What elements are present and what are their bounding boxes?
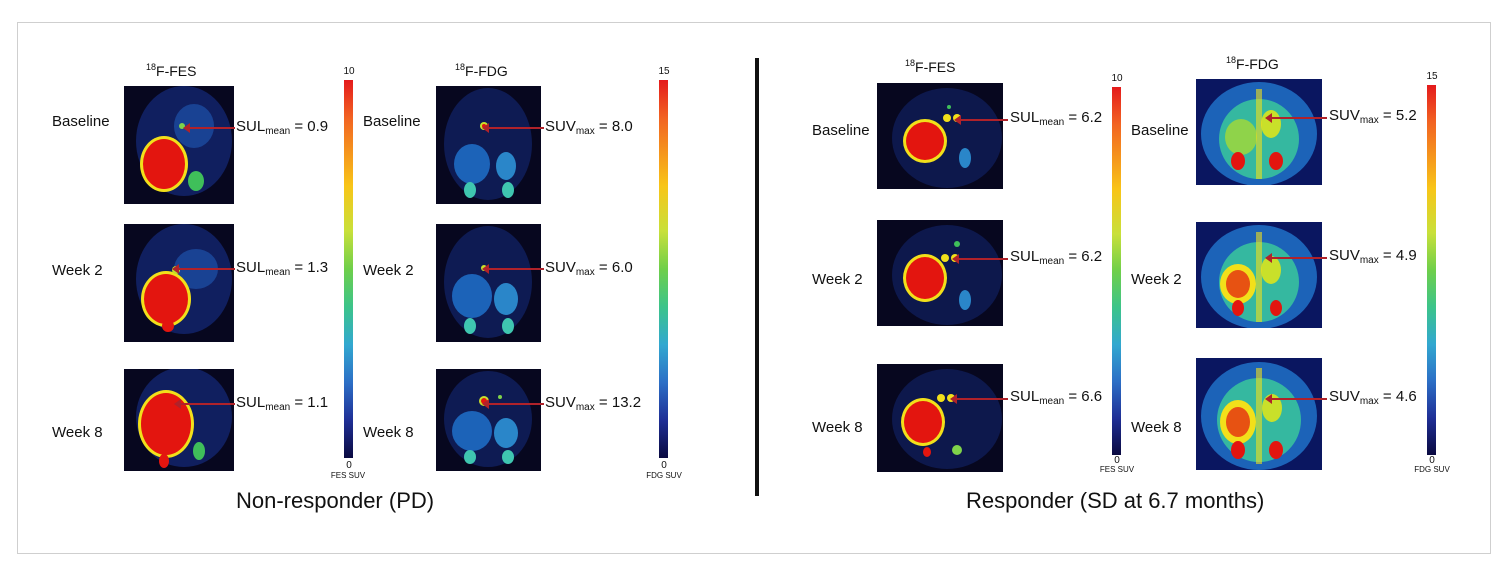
left-fes-week2-pet-image <box>124 224 234 342</box>
right-fdg-colorbar-max: 15 <box>1426 71 1438 82</box>
left-fdg-colorbar-unit: FDG SUV <box>646 471 682 480</box>
left-fdg-colorbar <box>659 80 668 458</box>
left-fdg-week2-measurement: SUVmax = 6.0 <box>545 259 633 278</box>
arrow <box>954 115 1008 125</box>
isotope-superscript: 18 <box>905 58 916 68</box>
left-fes-row-label-week2: Week 2 <box>52 262 103 279</box>
left-fdg-baseline-measurement: SUVmax = 8.0 <box>545 118 633 137</box>
right-fes-colorbar-max: 10 <box>1111 73 1123 84</box>
right-fes-week8-measurement: SULmean = 6.6 <box>1010 388 1103 407</box>
isotope-superscript: 18 <box>1226 55 1237 65</box>
tracer-name: F-FDG <box>465 63 508 79</box>
right-fdg-week2-pet-image <box>1196 222 1322 328</box>
right-fdg-row-label-week2: Week 2 <box>1131 271 1182 288</box>
arrow <box>174 399 235 409</box>
right-fes-baseline-measurement: SULmean = 6.2 <box>1010 109 1103 128</box>
right-fdg-colorbar <box>1427 85 1436 455</box>
right-fdg-row-label-week8: Week 8 <box>1131 419 1182 436</box>
right-fdg-colorbar-min: 0 <box>1429 455 1435 466</box>
arrow <box>950 394 1008 404</box>
left-fes-colorbar-max: 10 <box>343 66 355 77</box>
tracer-name: F-FES <box>915 59 956 75</box>
tracer-name: F-FES <box>156 63 197 79</box>
left-fdg-week8-measurement: SUVmax = 13.2 <box>545 394 642 413</box>
left-fes-week2-measurement: SULmean = 1.3 <box>236 259 329 278</box>
right-panel-caption: Responder (SD at 6.7 months) <box>966 488 1265 513</box>
right-fes-baseline-pet-image <box>877 83 1003 189</box>
arrow <box>482 264 544 274</box>
left-fes-colorbar-unit: FES SUV <box>330 471 366 480</box>
right-fes-header: 18F-FES <box>905 58 955 75</box>
isotope-superscript: 18 <box>455 62 466 72</box>
right-fes-week2-pet-image <box>877 220 1003 326</box>
right-fdg-row-label-baseline: Baseline <box>1131 122 1189 139</box>
left-fdg-colorbar-min: 0 <box>661 460 667 471</box>
right-fes-row-label-week8: Week 8 <box>812 419 863 436</box>
arrow <box>482 123 544 133</box>
right-fdg-baseline-pet-image <box>1196 79 1322 185</box>
panel-divider <box>755 58 759 496</box>
right-fes-week2-measurement: SULmean = 6.2 <box>1010 248 1103 267</box>
arrow <box>172 264 235 274</box>
arrow <box>1265 394 1327 404</box>
isotope-superscript: 18 <box>146 62 157 72</box>
left-fdg-baseline-pet-image <box>436 86 541 204</box>
left-fes-colorbar <box>344 80 353 458</box>
arrow <box>952 254 1008 264</box>
right-fes-colorbar-unit: FES SUV <box>1099 465 1135 474</box>
left-fes-row-label-baseline: Baseline <box>52 113 110 130</box>
right-fes-colorbar <box>1112 87 1121 455</box>
left-panel-caption: Non-responder (PD) <box>236 488 435 513</box>
left-fes-colorbar-min: 0 <box>346 460 352 471</box>
arrow <box>183 123 235 133</box>
left-fes-header: 18F-FES <box>146 62 196 79</box>
right-fdg-colorbar-unit: FDG SUV <box>1414 465 1450 474</box>
arrow <box>482 399 544 409</box>
arrow <box>1265 253 1327 263</box>
right-fdg-week2-measurement: SUVmax = 4.9 <box>1329 247 1417 266</box>
left-fdg-row-label-week2: Week 2 <box>363 262 414 279</box>
left-fdg-row-label-baseline: Baseline <box>363 113 421 130</box>
right-fes-week8-pet-image <box>877 364 1003 472</box>
right-fes-row-label-baseline: Baseline <box>812 122 870 139</box>
left-fes-week8-measurement: SULmean = 1.1 <box>236 394 329 413</box>
left-fes-baseline-pet-image <box>124 86 234 204</box>
right-fdg-header: 18F-FDG <box>1226 55 1279 72</box>
right-fdg-baseline-measurement: SUVmax = 5.2 <box>1329 107 1417 126</box>
left-fes-row-label-week8: Week 8 <box>52 424 103 441</box>
right-fdg-week8-measurement: SUVmax = 4.6 <box>1329 388 1417 407</box>
left-fdg-header: 18F-FDG <box>455 62 508 79</box>
left-fdg-week2-pet-image <box>436 224 541 342</box>
right-fes-row-label-week2: Week 2 <box>812 271 863 288</box>
left-fes-week8-pet-image <box>124 369 234 471</box>
arrow <box>1265 113 1327 123</box>
figure-frame <box>17 22 1491 554</box>
left-fdg-colorbar-max: 15 <box>658 66 670 77</box>
right-fdg-week8-pet-image <box>1196 358 1322 470</box>
tracer-name: F-FDG <box>1236 56 1279 72</box>
left-fdg-week8-pet-image <box>436 369 541 471</box>
right-fes-colorbar-min: 0 <box>1114 455 1120 466</box>
left-fdg-row-label-week8: Week 8 <box>363 424 414 441</box>
left-fes-baseline-measurement: SULmean = 0.9 <box>236 118 329 137</box>
